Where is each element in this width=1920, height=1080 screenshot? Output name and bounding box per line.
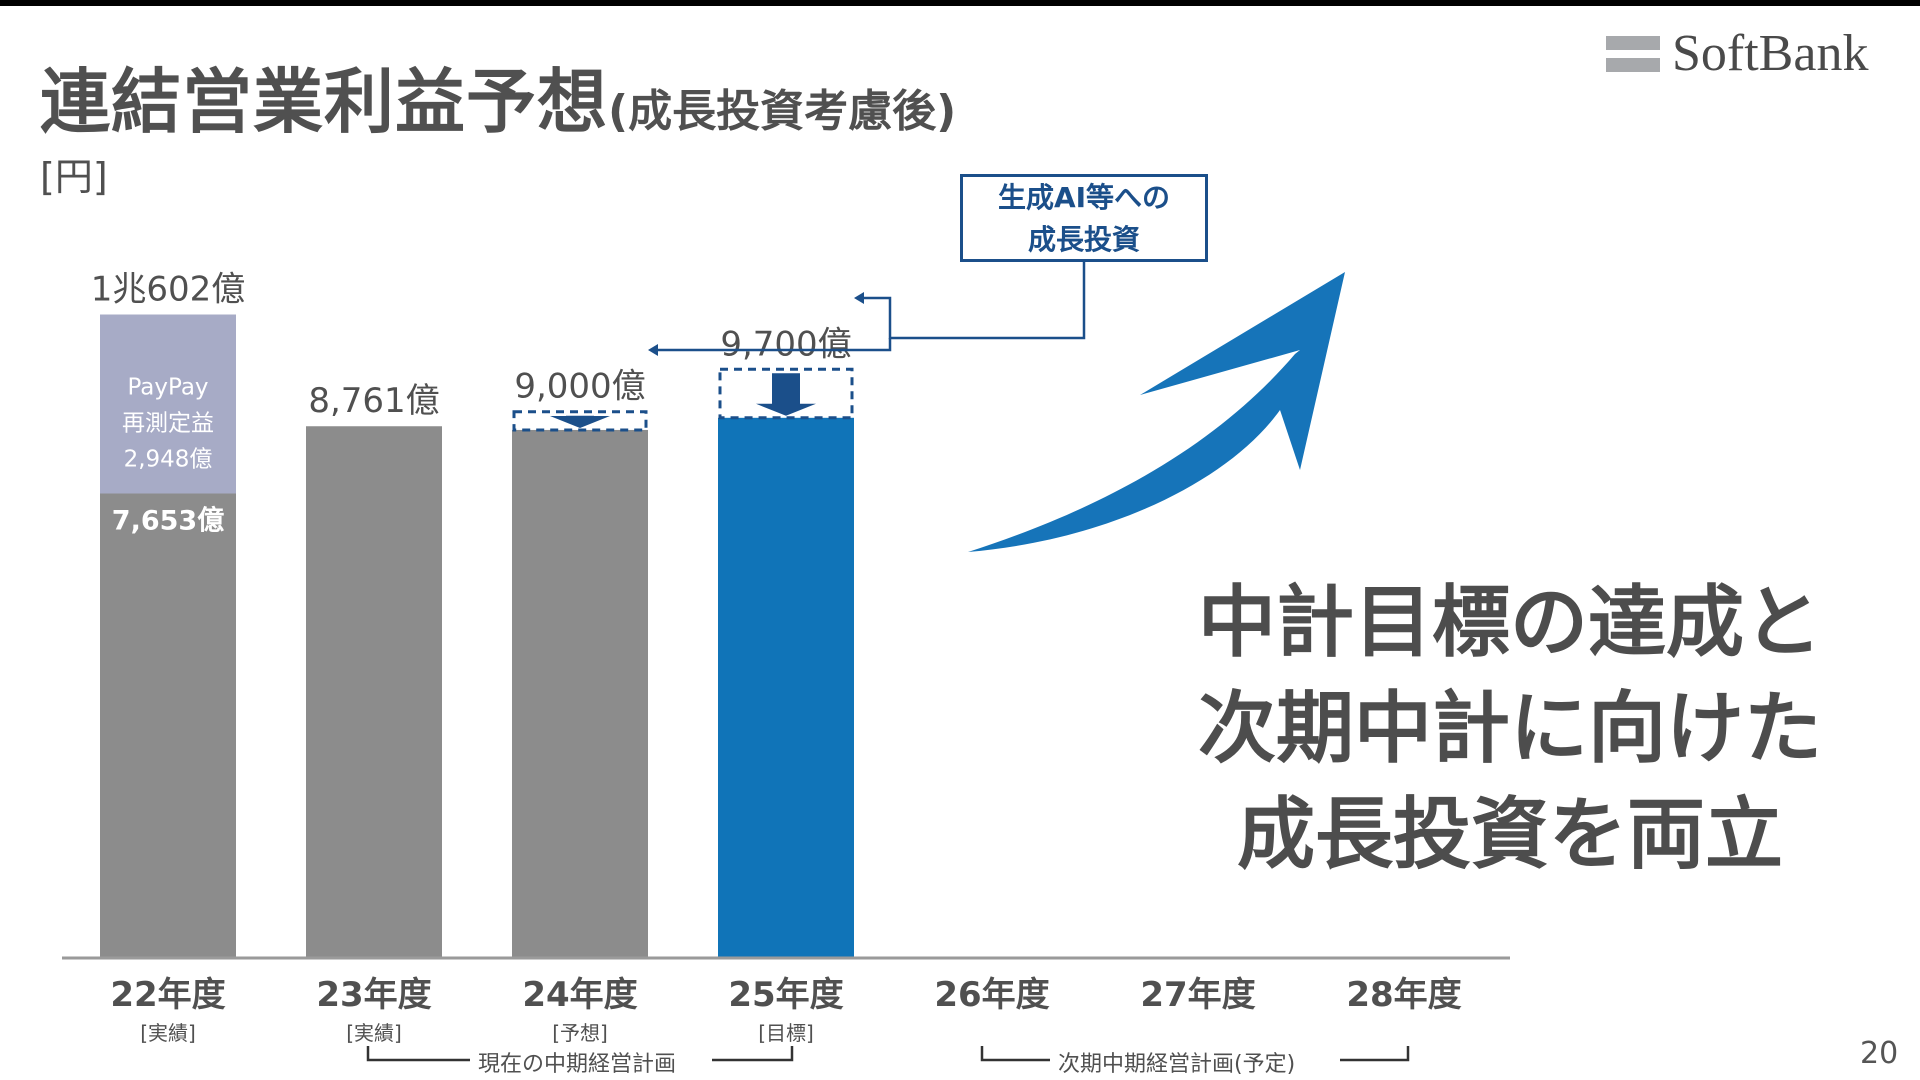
total-label-24年度: 9,000億: [514, 367, 645, 407]
tick-label-28年度: 28年度: [1346, 975, 1461, 1015]
bar-22年度: [100, 493, 236, 958]
arrowhead-icon: [854, 292, 864, 304]
current-plan-bracket: [366, 1046, 470, 1062]
page-title-main: 連結営業利益予想: [40, 61, 608, 143]
current-plan-bracket-right: [712, 1046, 794, 1062]
callout-line-2: 成長投資: [1027, 223, 1140, 256]
gap-box-24年度: [512, 410, 648, 432]
callout-connector: [858, 262, 1086, 340]
bar-24年度: [512, 429, 648, 958]
next-plan-label: 次期中期経営計画(予定): [1058, 1052, 1296, 1077]
bar-23年度: [306, 426, 442, 959]
down-arrow-icon: [550, 415, 610, 428]
key-message-line-1: 中計目標の達成と: [1197, 578, 1822, 668]
page-number: 20: [1860, 1036, 1899, 1071]
growth-arrow-icon: [968, 272, 1345, 552]
tick-label-22年度: 22年度: [110, 975, 225, 1015]
total-label-22年度: 1兆602億: [91, 270, 246, 310]
gap-box-25年度: [718, 367, 854, 420]
softbank-logo: SoftBank: [1606, 25, 1876, 84]
paypay-label-line: 再測定益: [122, 411, 214, 437]
bar-25年度: [718, 417, 854, 958]
tick-note-24年度: [予想]: [552, 1021, 608, 1045]
tick-note-22年度: [実績]: [140, 1021, 196, 1045]
key-message: 中計目標の達成と 次期中計に向けた 成長投資を両立: [1180, 570, 1840, 888]
key-message-line-2: 次期中計に向けた: [1197, 684, 1822, 774]
paypay-label-line: PayPay: [127, 375, 208, 401]
unit-label: [円]: [40, 155, 108, 199]
logo-text: SoftBank: [1672, 25, 1869, 82]
total-label-23年度: 8,761億: [308, 381, 439, 421]
tick-label-23年度: 23年度: [316, 975, 431, 1015]
bar-paypay-22年度: [100, 314, 236, 494]
total-label-25年度: 9,700億: [720, 324, 851, 364]
tick-label-27年度: 27年度: [1140, 975, 1255, 1015]
logo-bar-icon: [1606, 36, 1660, 50]
page-title-sub: (成長投資考慮後): [608, 86, 957, 137]
current-plan-label: 現在の中期経営計画: [478, 1052, 677, 1077]
tick-note-23年度: [実績]: [346, 1021, 402, 1045]
tick-label-25年度: 25年度: [728, 975, 843, 1015]
down-arrow-icon: [756, 373, 816, 416]
next-plan-bracket: [980, 1046, 1050, 1062]
callout-connector-2: [654, 338, 892, 352]
tick-note-25年度: [目標]: [758, 1021, 814, 1045]
paypay-label-line: 2,948億: [124, 447, 213, 473]
growth-investment-callout: 生成AI等への 成長投資: [960, 174, 1208, 262]
top-rule: [0, 0, 1920, 6]
callout-line-1: 生成AI等への: [997, 181, 1171, 214]
page-title: 連結営業利益予想(成長投資考慮後): [40, 46, 956, 147]
arrowhead-icon: [648, 344, 658, 356]
next-plan-bracket-right: [1340, 1046, 1410, 1062]
key-message-line-3: 成長投資を両立: [1236, 790, 1783, 880]
segment-label-22年度: 7,653億: [112, 505, 224, 536]
logo-bar-icon: [1606, 58, 1660, 72]
tick-label-24年度: 24年度: [522, 975, 637, 1015]
tick-label-26年度: 26年度: [934, 975, 1049, 1015]
